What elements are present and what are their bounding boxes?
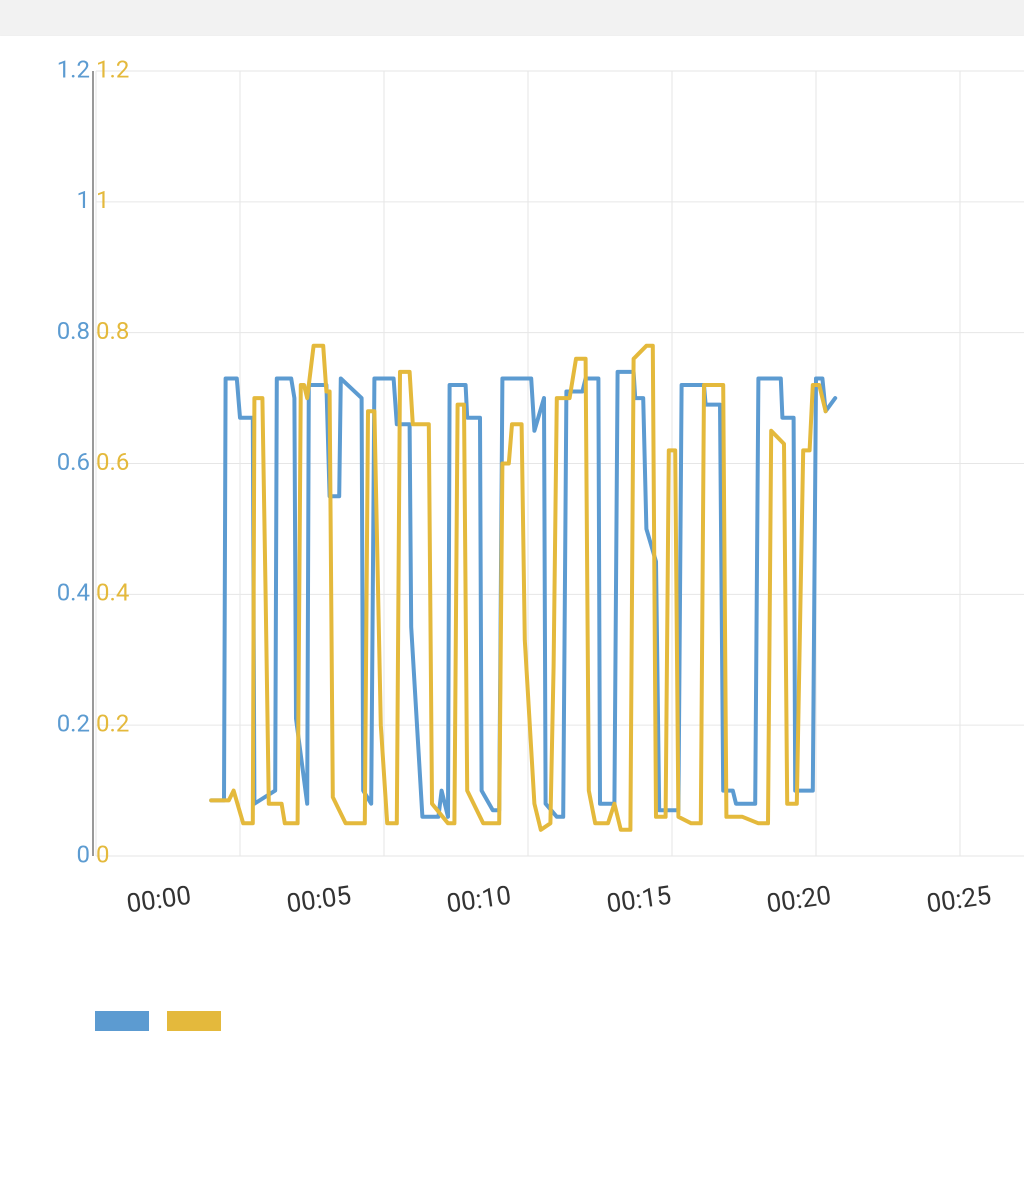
y-axis-tick-yellow: 0.6 xyxy=(96,448,129,476)
y-axis-tick-blue: 0 xyxy=(77,840,91,868)
y-axis-tick-yellow: 1 xyxy=(96,186,110,214)
y-axis-tick-yellow: 0.8 xyxy=(96,317,129,345)
y-axis-tick-blue: 0.6 xyxy=(57,448,90,476)
x-axis-tick: 00:20 xyxy=(765,881,833,920)
y-axis-tick-yellow: 0.4 xyxy=(96,579,129,607)
y-axis-tick-blue: 0.4 xyxy=(57,579,90,607)
x-axis-tick: 00:25 xyxy=(925,881,993,920)
line-chart: 00 0.20.2 0.40.4 0.60.6 0.80.8 11 1.21.2 00:00 0… xyxy=(0,36,1024,996)
series-line-yellow xyxy=(211,346,825,830)
y-axis-tick-yellow: 1.2 xyxy=(96,55,129,83)
y-axis-tick-yellow: 0.2 xyxy=(96,710,129,738)
x-axis-tick: 00:00 xyxy=(125,881,193,920)
x-axis-tick: 00:05 xyxy=(285,881,353,920)
y-axis-tick-blue: 0.8 xyxy=(57,317,90,345)
x-axis-tick: 00:10 xyxy=(445,881,513,920)
x-axis-tick: 00:15 xyxy=(605,881,673,920)
legend-swatch-yellow xyxy=(167,1011,221,1031)
y-axis-tick-blue: 1.2 xyxy=(57,55,90,83)
y-axis-tick-yellow: 0 xyxy=(96,840,110,868)
chart-card: 00 0.20.2 0.40.4 0.60.6 0.80.8 11 1.21.2 00:00 0… xyxy=(0,36,1024,1200)
y-axis-tick-blue: 1 xyxy=(77,186,91,214)
legend xyxy=(95,1011,221,1031)
y-axis-tick-blue: 0.2 xyxy=(57,710,90,738)
chart-area: 00 0.20.2 0.40.4 0.60.6 0.80.8 11 1.21.2 00:00 0… xyxy=(0,36,1024,1036)
legend-swatch-blue xyxy=(95,1011,149,1031)
